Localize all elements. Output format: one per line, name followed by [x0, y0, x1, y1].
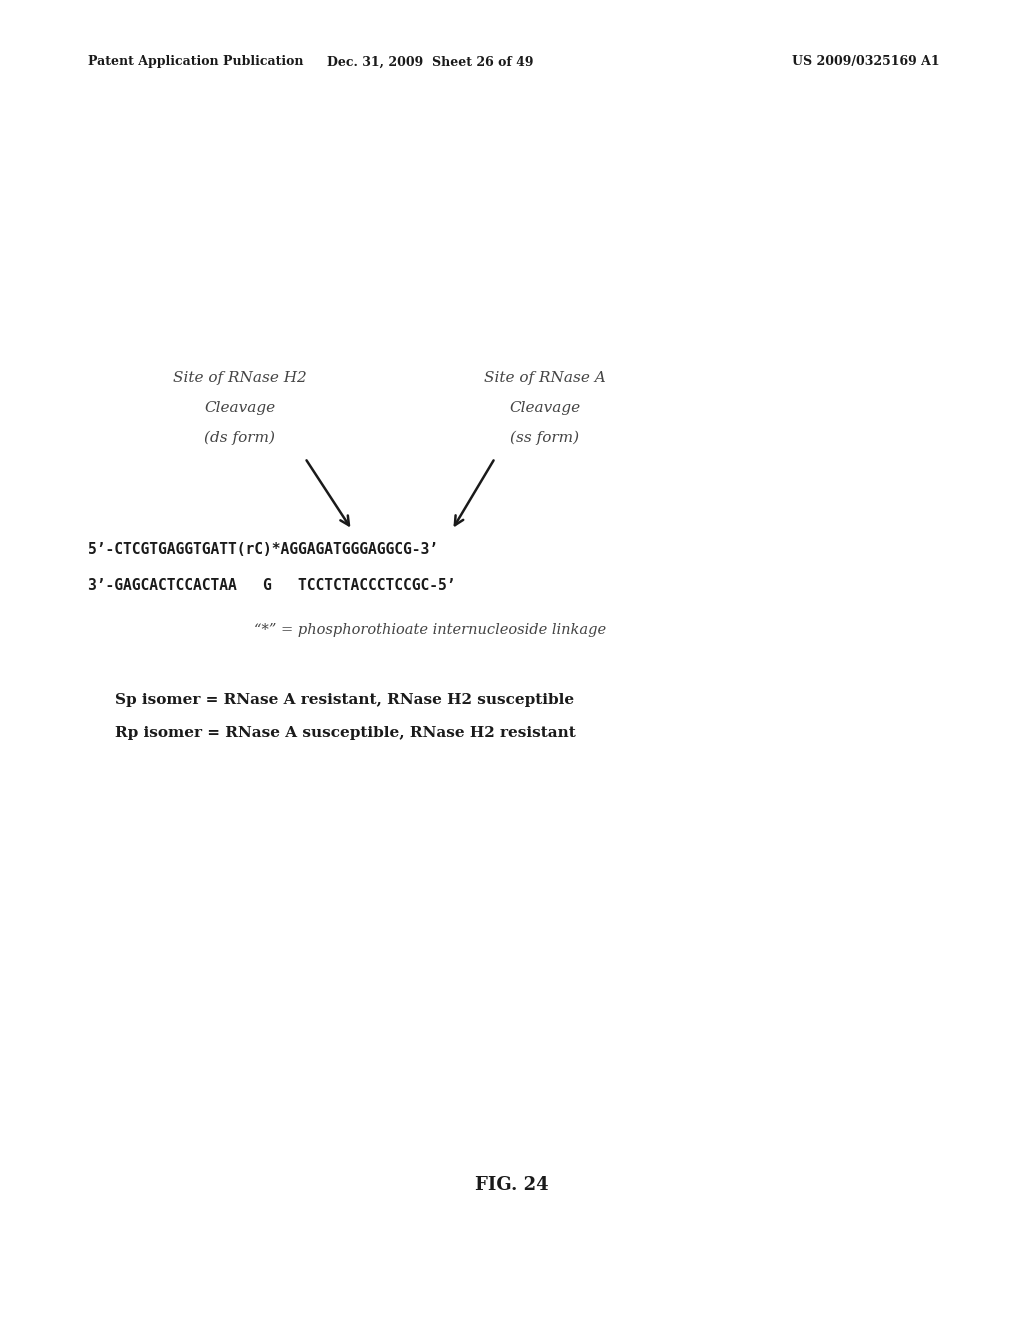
Text: Cleavage: Cleavage	[205, 401, 275, 414]
Text: Cleavage: Cleavage	[509, 401, 581, 414]
Text: Site of RNase A: Site of RNase A	[484, 371, 606, 385]
Text: “*” = phosphorothioate internucleoside linkage: “*” = phosphorothioate internucleoside l…	[254, 623, 606, 638]
Text: US 2009/0325169 A1: US 2009/0325169 A1	[793, 55, 940, 69]
Text: (ss form): (ss form)	[510, 430, 580, 445]
Text: Rp isomer = RNase A susceptible, RNase H2 resistant: Rp isomer = RNase A susceptible, RNase H…	[115, 726, 575, 741]
Text: Site of RNase H2: Site of RNase H2	[173, 371, 307, 385]
Text: Patent Application Publication: Patent Application Publication	[88, 55, 303, 69]
Text: (ds form): (ds form)	[205, 430, 275, 445]
Text: Sp isomer = RNase A resistant, RNase H2 susceptible: Sp isomer = RNase A resistant, RNase H2 …	[115, 693, 574, 708]
Text: 5’-CTCGTGAGGTGATT(rC)*AGGAGATGGGAGGCG-3’: 5’-CTCGTGAGGTGATT(rC)*AGGAGATGGGAGGCG-3’	[88, 543, 438, 557]
Text: 3’-GAGCACTCCACTAA   G   TCCTCTACCCTCCGC-5’: 3’-GAGCACTCCACTAA G TCCTCTACCCTCCGC-5’	[88, 578, 456, 593]
Text: FIG. 24: FIG. 24	[475, 1176, 549, 1195]
Text: Dec. 31, 2009  Sheet 26 of 49: Dec. 31, 2009 Sheet 26 of 49	[327, 55, 534, 69]
